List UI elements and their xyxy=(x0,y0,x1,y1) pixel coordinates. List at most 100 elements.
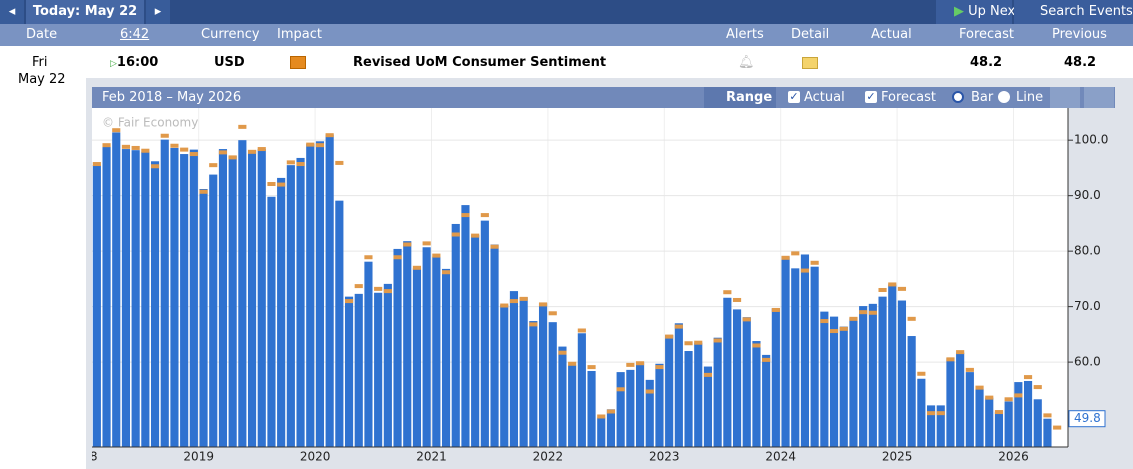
prev-button[interactable]: ◂ xyxy=(0,0,24,24)
watermark: © Fair Economy xyxy=(102,116,198,130)
bar-radio[interactable] xyxy=(952,91,964,103)
forecast-marker xyxy=(500,303,509,308)
actual-bar xyxy=(655,363,664,447)
up-next-button[interactable]: ▶ Up Next xyxy=(936,0,1020,24)
forecast-marker xyxy=(335,160,344,165)
col-time[interactable]: 6:42 xyxy=(120,27,150,42)
actual-bar xyxy=(500,304,509,447)
forecast-marker xyxy=(1043,413,1052,418)
actual-bar xyxy=(490,244,499,447)
forecast-marker xyxy=(577,328,586,333)
actual-bar xyxy=(859,306,868,447)
actual-bar xyxy=(519,297,528,447)
actual-bar xyxy=(344,296,354,447)
forecast-marker xyxy=(199,189,208,194)
actual-bar xyxy=(325,134,334,447)
actual-bar xyxy=(509,291,519,447)
next-button[interactable]: ▸ xyxy=(146,0,170,24)
line-radio[interactable] xyxy=(998,91,1010,103)
bar-option[interactable]: Bar xyxy=(971,90,994,105)
forecast-marker xyxy=(975,385,984,390)
event-previous: 48.2 xyxy=(1064,55,1097,70)
today-button[interactable]: Today: May 22 xyxy=(26,0,144,24)
forecast-marker xyxy=(257,147,266,152)
actual-bar xyxy=(267,196,276,447)
forecast-marker xyxy=(897,286,907,291)
actual-bar xyxy=(713,337,722,447)
actual-bar xyxy=(674,323,683,447)
line-option[interactable]: Line xyxy=(1016,90,1044,105)
forecast-marker xyxy=(422,241,431,246)
forecast-marker xyxy=(742,317,751,322)
actual-bar xyxy=(742,317,751,447)
actual-bar xyxy=(849,318,858,447)
actual-bar xyxy=(752,341,761,447)
forecast-marker xyxy=(713,338,722,343)
actual-bar xyxy=(199,189,208,447)
search-button[interactable]: Search Events xyxy=(1014,0,1133,24)
forecast-marker xyxy=(645,389,654,394)
last-value-label: 49.8 xyxy=(1074,411,1101,425)
forecast-marker xyxy=(296,162,305,167)
forecast-marker xyxy=(810,260,819,265)
forecast-marker xyxy=(228,155,237,160)
actual-bar xyxy=(635,362,645,447)
forecast-marker xyxy=(558,350,567,355)
forecast-marker xyxy=(732,297,742,302)
actual-checkbox[interactable]: ✓ xyxy=(788,90,800,103)
alert-icon[interactable]: 🔔︎ xyxy=(738,55,755,70)
forecast-marker xyxy=(829,329,839,334)
detail-icon[interactable] xyxy=(802,57,818,69)
y-tick-label: 70.0 xyxy=(1074,299,1101,313)
actual-bar xyxy=(471,235,480,447)
actual-bar xyxy=(315,141,325,448)
impact-icon xyxy=(290,56,306,69)
forecast-marker xyxy=(616,387,625,392)
forecast-marker xyxy=(820,319,829,324)
forecast-toggle-label[interactable]: Forecast xyxy=(881,90,937,105)
forecast-marker xyxy=(218,150,228,155)
actual-bar xyxy=(791,268,800,447)
forecast-checkbox[interactable]: ✓ xyxy=(865,90,877,103)
zoom-out-button[interactable] xyxy=(1084,87,1114,108)
x-tick-label: 2023 xyxy=(649,450,680,464)
actual-bar xyxy=(451,223,460,447)
forecast-marker xyxy=(383,289,392,294)
forecast-marker xyxy=(762,357,771,362)
forecast-marker xyxy=(926,411,936,416)
forecast-marker xyxy=(956,350,965,355)
actual-bar xyxy=(936,405,945,447)
x-tick-label: 2024 xyxy=(765,450,796,464)
x-tick-label: 2025 xyxy=(882,450,913,464)
forecast-marker xyxy=(403,242,412,247)
event-day: Fri xyxy=(32,55,48,70)
actual-bar xyxy=(92,165,101,447)
actual-bar xyxy=(888,284,897,447)
actual-bar xyxy=(645,379,654,447)
forecast-marker xyxy=(441,270,451,275)
forecast-marker xyxy=(160,133,169,138)
col-alerts: Alerts xyxy=(726,27,764,42)
actual-bar xyxy=(723,297,732,447)
actual-bar xyxy=(577,333,586,447)
zoom-in-button[interactable] xyxy=(1050,87,1080,108)
last-value-box xyxy=(1068,410,1106,428)
actual-bar xyxy=(238,140,247,447)
range-button[interactable]: Range xyxy=(704,87,776,108)
forecast-marker xyxy=(325,133,334,138)
forecast-marker xyxy=(587,365,596,370)
forecast-marker xyxy=(1053,425,1062,430)
col-currency: Currency xyxy=(201,27,260,42)
event-title[interactable]: Revised UoM Consumer Sentiment xyxy=(353,55,607,70)
column-header: Date 6:42 Currency Impact Alerts Detail … xyxy=(0,24,1133,46)
actual-bar xyxy=(606,409,616,447)
actual-toggle-label[interactable]: Actual xyxy=(804,90,845,105)
forecast-marker xyxy=(839,326,848,331)
actual-bar xyxy=(917,378,926,447)
forecast-marker xyxy=(432,253,441,258)
forecast-marker xyxy=(665,334,674,339)
actual-bar xyxy=(548,322,557,447)
col-forecast: Forecast xyxy=(959,27,1015,42)
forecast-marker xyxy=(1004,397,1013,402)
forecast-marker xyxy=(92,162,101,167)
